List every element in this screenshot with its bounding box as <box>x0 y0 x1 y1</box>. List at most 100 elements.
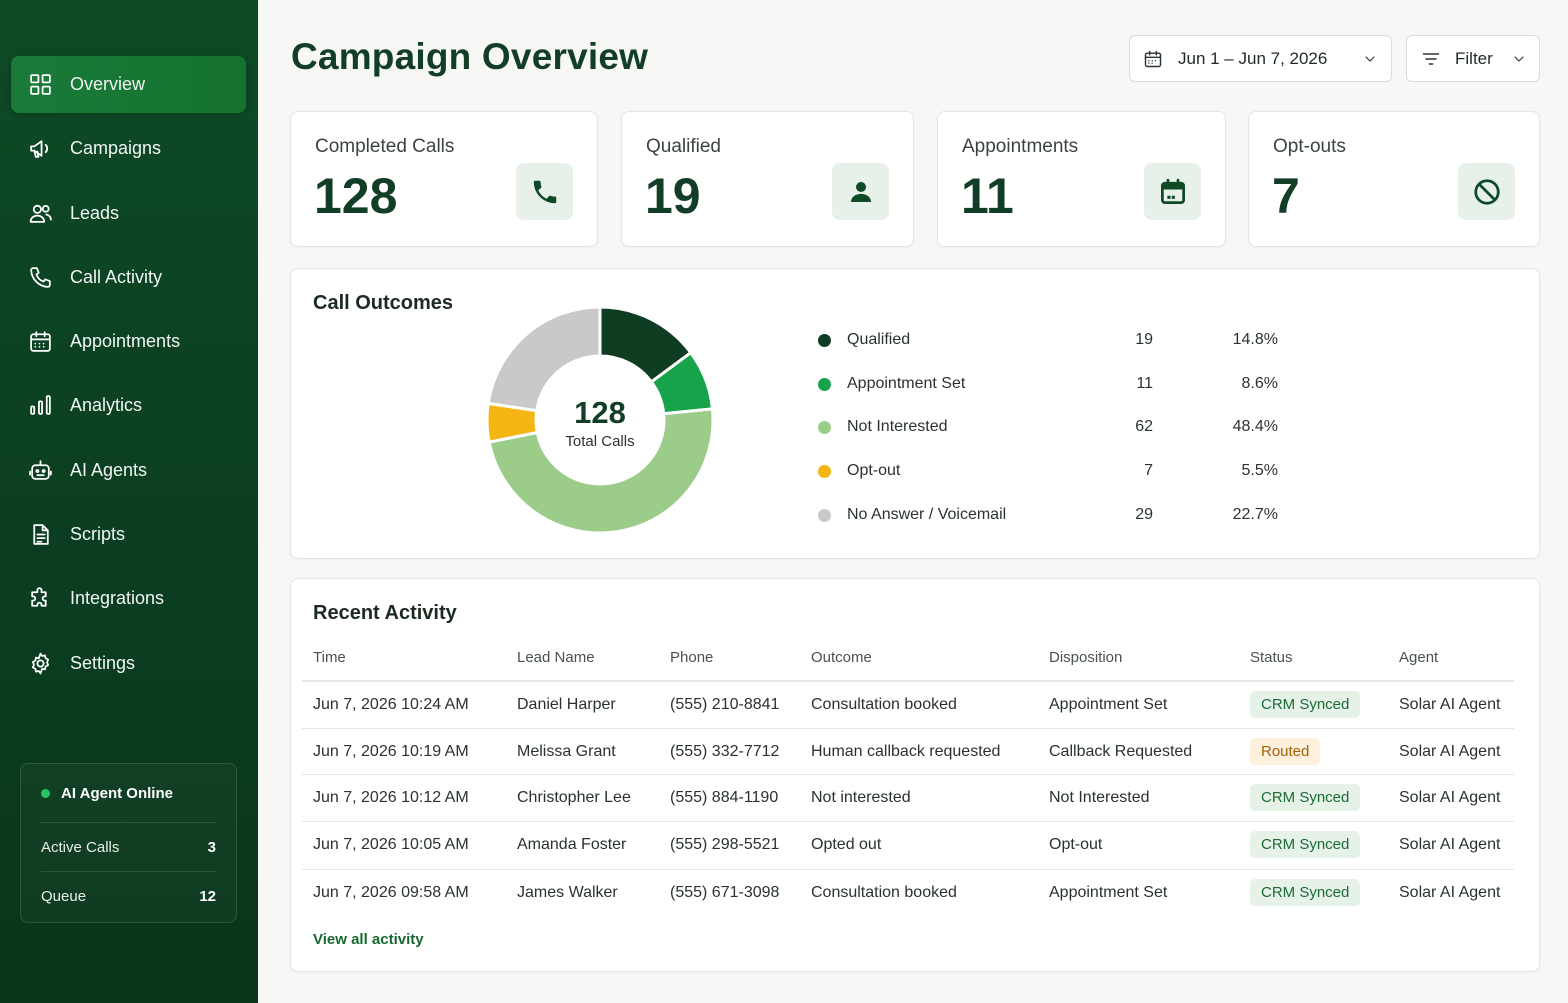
date-range-value: Jun 1 – Jun 7, 2026 <box>1178 48 1328 68</box>
date-range-picker[interactable]: Jun 1 – Jun 7, 2026 <box>1129 35 1392 82</box>
legend-label: Appointment Set <box>847 375 966 392</box>
legend-percent: 48.4% <box>1232 418 1278 435</box>
filter-icon <box>1421 49 1441 69</box>
legend-count: 29 <box>1135 506 1153 523</box>
queue-row: Queue 12 <box>41 871 216 920</box>
cell-agent: Solar AI Agent <box>1399 789 1501 806</box>
users-icon <box>27 200 53 226</box>
recent-activity-card <box>290 578 1540 972</box>
cell-lead-name: Melissa Grant <box>517 743 616 760</box>
sidebar-item-label: Scripts <box>70 524 126 545</box>
gear-icon <box>27 650 53 676</box>
column-header-disposition[interactable]: Disposition <box>1049 649 1123 666</box>
column-header-status[interactable]: Status <box>1250 649 1293 666</box>
cell-agent: Solar AI Agent <box>1399 743 1501 760</box>
sidebar-item-label: Analytics <box>70 395 143 416</box>
status-badge: CRM Synced <box>1250 831 1361 858</box>
sidebar-item-call-activity[interactable]: Call Activity <box>11 249 246 306</box>
sidebar-item-scripts[interactable]: Scripts <box>11 506 246 563</box>
cell-phone: (555) 332-7712 <box>670 743 780 760</box>
chevron-down-icon <box>1511 51 1527 67</box>
stat-value: 19 <box>645 168 701 224</box>
cell-lead-name: James Walker <box>517 884 618 901</box>
chevron-down-icon <box>1362 51 1378 67</box>
cell-agent: Solar AI Agent <box>1399 696 1501 713</box>
grid-icon <box>27 72 53 98</box>
legend-label: Opt-out <box>847 462 901 479</box>
sidebar-item-analytics[interactable]: Analytics <box>11 377 246 434</box>
cell-phone: (555) 671-3098 <box>670 884 780 901</box>
column-header-lead-name[interactable]: Lead Name <box>517 649 595 666</box>
filter-label: Filter <box>1455 48 1493 68</box>
table-row[interactable]: Jun 7, 2026 09:58 AM James Walker (555) 67… <box>302 869 1514 916</box>
call-outcomes-donut-chart <box>485 305 715 535</box>
legend-count: 7 <box>1144 462 1153 479</box>
donut-center-value: 128 <box>574 395 626 430</box>
column-header-phone[interactable]: Phone <box>670 649 714 666</box>
puzzle-icon <box>27 586 53 612</box>
legend-label: No Answer / Voicemail <box>847 506 1007 523</box>
sidebar-item-campaigns[interactable]: Campaigns <box>11 120 246 177</box>
legend-swatch <box>818 420 831 434</box>
donut-center-label: Total Calls <box>565 433 635 450</box>
block-icon <box>1458 163 1515 220</box>
cell-outcome: Consultation booked <box>811 696 957 713</box>
call-outcomes-title: Call Outcomes <box>313 292 454 314</box>
sidebar-item-settings[interactable]: Settings <box>11 635 246 692</box>
agent-status-panel: AI Agent Online Active Calls 3 Queue 12 <box>20 763 237 923</box>
sidebar-item-label: Settings <box>70 652 136 673</box>
column-header-time[interactable]: Time <box>313 649 346 666</box>
cell-disposition: Not Interested <box>1049 789 1150 806</box>
status-badge: Routed <box>1250 738 1321 765</box>
cell-lead-name: Daniel Harper <box>517 696 616 713</box>
cell-phone: (555) 210-8841 <box>670 696 780 713</box>
table-row[interactable]: Jun 7, 2026 10:12 AM Christopher Lee (555)… <box>302 774 1514 821</box>
calendar-icon <box>1143 49 1163 69</box>
calendar-icon <box>1144 163 1201 220</box>
legend-swatch <box>818 333 831 347</box>
legend-percent: 8.6% <box>1241 375 1278 392</box>
sidebar-item-integrations[interactable]: Integrations <box>11 570 246 627</box>
stat-value: 128 <box>314 168 398 224</box>
robot-icon <box>27 457 53 483</box>
legend-row: Appointment Set 11 8.6% <box>818 372 1298 396</box>
cell-disposition: Appointment Set <box>1049 696 1168 713</box>
agent-status-title: AI Agent Online <box>61 784 173 802</box>
legend-count: 11 <box>1136 375 1153 392</box>
sidebar-item-ai-agents[interactable]: AI Agents <box>11 442 246 499</box>
cell-time: Jun 7, 2026 10:12 AM <box>313 789 469 806</box>
status-badge: CRM Synced <box>1250 784 1361 811</box>
cell-phone: (555) 884-1190 <box>670 789 779 806</box>
column-header-outcome[interactable]: Outcome <box>811 649 872 666</box>
opt-outs-card: Opt-outs 7 <box>1248 111 1540 247</box>
stat-value: 7 <box>1272 168 1300 224</box>
column-header-agent[interactable]: Agent <box>1399 649 1439 666</box>
sidebar-item-leads[interactable]: Leads <box>11 185 246 242</box>
table-row[interactable]: Jun 7, 2026 10:05 AM Amanda Foster (555) 2… <box>302 821 1514 868</box>
sidebar-nav: Overview Campaigns Leads Call Activity A… <box>11 56 246 699</box>
cell-disposition: Callback Requested <box>1049 743 1193 760</box>
appointments-card: Appointments 11 <box>937 111 1226 247</box>
stat-label: Opt-outs <box>1273 136 1346 157</box>
table-row[interactable]: Jun 7, 2026 10:24 AM Daniel Harper (555) 2… <box>302 680 1514 727</box>
legend-row: Not Interested 62 48.4% <box>818 415 1298 439</box>
sidebar-item-overview[interactable]: Overview <box>11 56 246 113</box>
cell-time: Jun 7, 2026 09:58 AM <box>313 884 469 901</box>
sidebar-item-label: Campaigns <box>70 138 162 159</box>
table-row[interactable]: Jun 7, 2026 10:19 AM Melissa Grant (555) 3… <box>302 728 1514 775</box>
recent-activity-title: Recent Activity <box>313 602 457 624</box>
cell-agent: Solar AI Agent <box>1399 836 1501 853</box>
cell-time: Jun 7, 2026 10:24 AM <box>313 696 469 713</box>
sidebar-item-label: Leads <box>70 202 120 223</box>
queue-label: Queue <box>41 887 87 905</box>
legend-percent: 5.5% <box>1241 462 1278 479</box>
legend-label: Qualified <box>847 331 911 348</box>
view-all-activity-link[interactable]: View all activity <box>313 931 424 948</box>
sidebar-item-appointments[interactable]: Appointments <box>11 313 246 370</box>
stat-value: 11 <box>961 168 1014 224</box>
cell-outcome: Opted out <box>811 836 882 853</box>
cell-outcome: Not interested <box>811 789 911 806</box>
legend-row: No Answer / Voicemail 29 22.7% <box>818 503 1298 527</box>
legend-percent: 22.7% <box>1232 506 1278 523</box>
filter-button[interactable]: Filter <box>1406 35 1540 82</box>
